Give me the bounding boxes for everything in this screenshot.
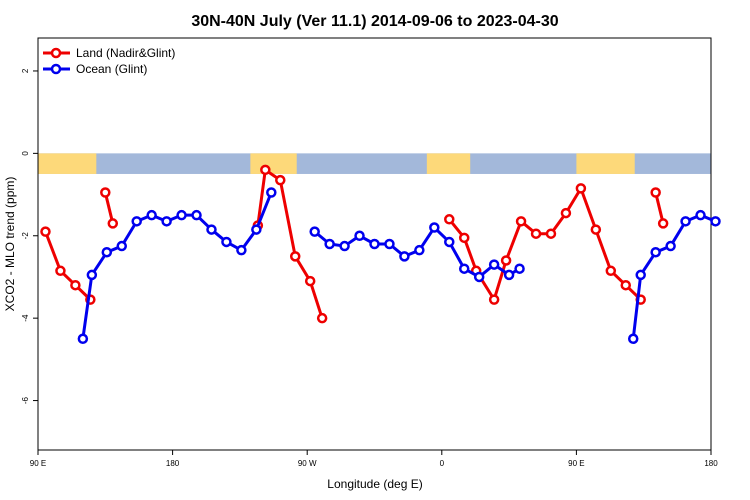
data-point <box>695 209 706 221</box>
series-line <box>631 213 717 339</box>
data-point <box>590 224 602 235</box>
series-layer <box>40 164 721 345</box>
series-line <box>654 192 665 224</box>
data-point <box>221 236 232 248</box>
data-point <box>86 269 98 281</box>
data-point <box>414 244 425 256</box>
chart-title: 30N-40N July (Ver 11.1) 2014-09-06 to 20… <box>191 13 558 30</box>
plot-frame <box>37 37 712 451</box>
data-point <box>309 226 320 237</box>
x-tick-label: 90 E <box>568 459 584 468</box>
data-point <box>444 214 455 225</box>
data-point <box>236 244 247 256</box>
data-point <box>354 230 365 242</box>
data-point <box>101 246 113 258</box>
series-line <box>448 186 642 302</box>
x-tick-label: 90 W <box>298 459 317 468</box>
data-point <box>575 183 587 194</box>
data-point <box>399 251 410 262</box>
y-axis: 2 0 -2 -4 -6 <box>21 68 38 404</box>
data-point <box>324 238 335 250</box>
world-map-strip <box>38 153 711 174</box>
y-tick-label: -2 <box>21 232 30 240</box>
data-point <box>605 265 617 277</box>
data-point <box>275 174 286 186</box>
y-tick-label: 2 <box>21 68 30 73</box>
data-point <box>500 255 512 266</box>
data-point <box>260 164 271 176</box>
data-point <box>503 269 515 281</box>
data-point <box>545 228 557 239</box>
data-point <box>316 312 328 324</box>
data-point <box>514 263 525 274</box>
data-point <box>131 216 142 227</box>
data-point <box>429 222 440 233</box>
data-point <box>40 226 51 237</box>
data-point <box>530 228 542 239</box>
land-region <box>426 153 471 174</box>
data-point <box>339 240 350 252</box>
data-point <box>70 279 81 291</box>
data-point <box>206 224 217 235</box>
data-point <box>458 232 470 244</box>
data-point <box>266 187 277 198</box>
data-point <box>100 187 111 198</box>
data-point <box>458 263 470 274</box>
data-point <box>444 236 455 248</box>
data-point <box>146 209 157 221</box>
legend-swatch-marker <box>50 47 62 59</box>
x-tick-label: 180 <box>704 459 718 468</box>
legend: Land (Nadir&Glint) Ocean (Glint) <box>43 46 175 76</box>
series-line <box>103 192 115 224</box>
data-point <box>488 259 500 270</box>
data-point <box>191 209 202 221</box>
x-axis-label: Longitude (deg E) <box>327 477 422 491</box>
data-point <box>710 216 721 227</box>
ocean-band <box>38 153 711 174</box>
data-point <box>620 279 632 291</box>
x-tick-label: 0 <box>440 459 445 468</box>
y-tick-label: -6 <box>21 396 30 404</box>
y-axis-label: XCO2 - MLO trend (ppm) <box>3 177 17 312</box>
data-point <box>650 246 661 258</box>
data-point <box>369 238 380 250</box>
data-point <box>650 187 661 198</box>
data-point <box>161 216 172 227</box>
land-region <box>250 153 297 174</box>
data-point <box>635 269 646 281</box>
data-point <box>680 216 691 227</box>
land-region <box>576 153 635 174</box>
data-point <box>627 333 639 345</box>
series-line <box>256 168 324 319</box>
data-point <box>77 333 89 345</box>
data-point <box>473 271 485 283</box>
y-tick-label: -4 <box>21 314 30 322</box>
legend-label: Ocean (Glint) <box>76 62 147 76</box>
data-point <box>488 294 500 305</box>
x-tick-label: 90 E <box>30 459 46 468</box>
x-axis: 90 E 180 90 W 0 90 E 180 <box>30 450 718 468</box>
legend-swatch-marker <box>50 63 62 75</box>
data-point <box>657 218 669 229</box>
data-point <box>116 240 128 252</box>
legend-label: Land (Nadir&Glint) <box>76 46 175 60</box>
y-tick-label: 0 <box>21 151 30 156</box>
series-line <box>44 231 92 301</box>
data-point <box>289 251 301 262</box>
data-point <box>55 265 66 277</box>
data-point <box>665 240 676 252</box>
land-region <box>38 153 97 174</box>
data-point <box>515 216 527 227</box>
data-point <box>560 207 572 219</box>
data-point <box>304 275 316 287</box>
data-point <box>176 209 187 221</box>
x-tick-label: 180 <box>166 459 180 468</box>
data-point <box>251 224 262 235</box>
data-point <box>107 218 119 229</box>
data-point <box>384 238 395 250</box>
